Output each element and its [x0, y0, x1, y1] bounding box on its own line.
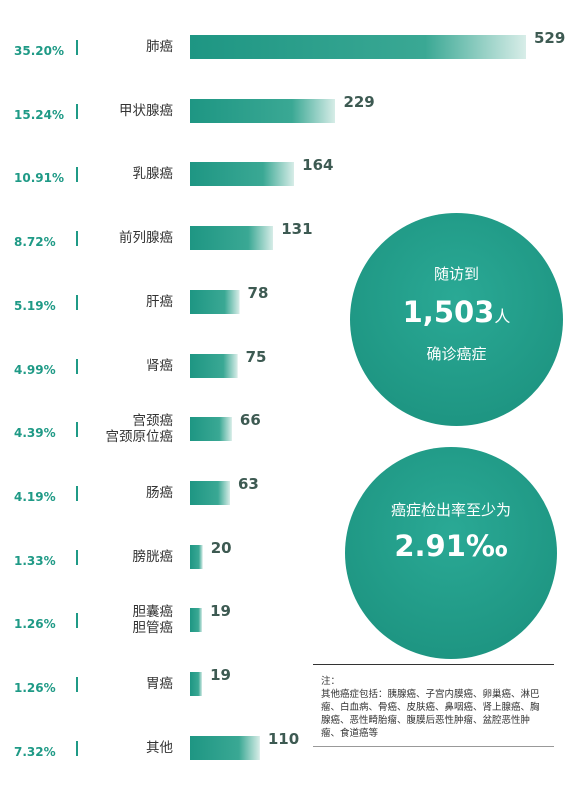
bar [190, 608, 203, 633]
tick-mark [76, 422, 78, 438]
bar [190, 672, 203, 696]
note-title: 注： [321, 676, 341, 687]
value-label: 131 [281, 220, 313, 239]
category-label-line: 胃癌 [146, 676, 173, 692]
followup-number: 1,503 [402, 295, 495, 329]
tick-mark [76, 358, 78, 374]
tick-mark [76, 485, 78, 501]
bar [190, 735, 260, 760]
percentage-label: 4.99% [14, 362, 56, 377]
bar [190, 544, 203, 569]
value-label: 78 [247, 283, 269, 302]
category-label: 宫颈癌 宫颈原位癌 [106, 413, 174, 445]
category-label-line: 肠癌 [146, 484, 173, 501]
percentage-label: 10.91% [14, 171, 64, 186]
category-label-line: 肝癌 [146, 293, 173, 310]
percentage-label: 4.19% [14, 489, 56, 504]
category-label-line: 其他 [146, 739, 173, 756]
category-label: 甲状腺癌 [119, 103, 173, 119]
category-label: 肾癌 [146, 358, 173, 374]
tick-mark [76, 40, 78, 55]
rate-label: 癌症检出率至少为 [390, 501, 511, 519]
percentage-label: 1.26% [14, 681, 56, 695]
tick-mark [76, 677, 78, 692]
followup-count: 1,503人 [350, 295, 563, 329]
bar [190, 353, 238, 378]
detection-rate-circle: 癌症检出率至少为 2.91‰ [345, 447, 557, 659]
bar [190, 98, 336, 123]
category-label: 胆囊癌 胆管癌 [133, 604, 174, 636]
value-label: 229 [343, 92, 375, 111]
category-label: 膀胱癌 [133, 549, 174, 565]
category-label: 肺癌 [146, 39, 173, 55]
percentage-label: 1.33% [14, 553, 56, 568]
category-label: 胃癌 [146, 676, 173, 692]
value-label: 66 [239, 411, 261, 430]
tick-mark [76, 549, 78, 565]
value-label: 164 [302, 156, 334, 175]
tick-mark [76, 294, 78, 310]
followup-prefix: 随访到 [433, 265, 479, 283]
category-label: 前列腺癌 [119, 230, 173, 246]
category-label-line: 前列腺癌 [119, 230, 173, 247]
bar [190, 289, 240, 314]
tick-mark [76, 740, 78, 756]
percentage-label: 8.72% [14, 235, 56, 250]
category-label: 肠癌 [146, 485, 173, 501]
bar [190, 35, 526, 59]
followup-unit: 人 [494, 307, 511, 326]
value-label: 63 [238, 474, 259, 493]
tick-mark [76, 231, 78, 247]
tick-mark [76, 103, 78, 119]
category-label-line: 肾癌 [146, 357, 173, 374]
category-label: 乳腺癌 [133, 166, 174, 182]
bar [190, 226, 274, 251]
category-label-line: 肺癌 [146, 39, 173, 55]
bar [190, 480, 230, 505]
percentage-label: 15.24% [14, 107, 64, 122]
value-label: 19 [210, 602, 231, 621]
percentage-label: 7.32% [14, 744, 56, 759]
percentage-label: 35.20% [14, 44, 64, 58]
footnote: 注： 其他癌症包括：胰腺癌、子宫内膜癌、卵巢癌、淋巴瘤、白血病、骨癌、皮肤癌、鼻… [313, 664, 554, 747]
value-label: 529 [534, 29, 566, 47]
category-label-line: 胆管癌 [132, 620, 174, 637]
category-label: 其他 [146, 740, 173, 756]
followup-circle: 随访到 1,503人 确诊癌症 [350, 213, 563, 426]
note-text: 其他癌症包括：胰腺癌、子宫内膜癌、卵巢癌、淋巴瘤、白血病、骨癌、皮肤癌、鼻咽癌、… [321, 689, 540, 739]
tick-mark [76, 167, 78, 183]
category-label-line: 宫颈癌 [132, 413, 174, 430]
category-label-line: 胆囊癌 [132, 604, 174, 621]
followup-suffix: 确诊癌症 [426, 345, 487, 363]
value-label: 20 [210, 538, 232, 557]
bar [190, 162, 295, 187]
value-label: 75 [245, 347, 267, 366]
value-label: 110 [267, 729, 300, 748]
tick-mark [76, 613, 78, 629]
rate-value: 2.91‰ [394, 529, 508, 563]
category-label-line: 乳腺癌 [132, 166, 174, 183]
percentage-label: 5.19% [14, 298, 56, 313]
percentage-label: 1.26% [14, 617, 56, 632]
category-label-line: 膀胱癌 [132, 548, 174, 565]
category-label-line: 宫颈原位癌 [105, 429, 174, 446]
category-label: 肝癌 [146, 294, 173, 310]
percentage-label: 4.39% [14, 426, 56, 441]
category-label-line: 甲状腺癌 [119, 102, 173, 119]
value-label: 19 [210, 666, 231, 684]
bar [190, 417, 232, 442]
